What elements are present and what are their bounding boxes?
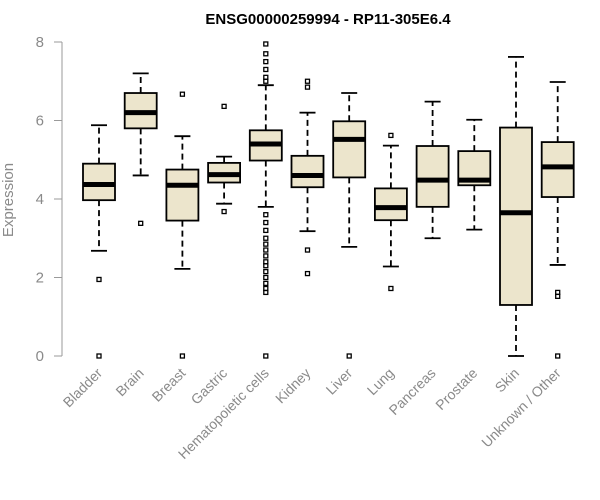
box-liver (332, 92, 367, 359)
iqr-box (290, 154, 325, 189)
outlier-point (346, 353, 352, 359)
outlier-point (388, 285, 394, 292)
outlier-point (179, 353, 186, 359)
x-tick-label-breast: Breast (149, 365, 189, 405)
chart-title: ENSG00000259994 - RP11-305E6.4 (205, 11, 451, 28)
outlier-point (179, 91, 186, 97)
outlier-point (263, 353, 269, 359)
box-kidney (290, 78, 325, 277)
outlier-point (221, 208, 227, 215)
box-bladder (82, 124, 116, 359)
outlier-point (263, 274, 269, 281)
box-brain (123, 72, 158, 226)
outlier-point (263, 78, 269, 84)
outlier-point (263, 289, 269, 296)
x-tick-label-lung: Lung (364, 365, 397, 398)
box-unknown-other (540, 81, 575, 359)
box-prostate (457, 118, 492, 231)
iqr-box (499, 126, 533, 306)
outlier-point (138, 220, 144, 226)
boxes-layer (82, 41, 575, 359)
outlier-point (304, 78, 311, 84)
outlier-point (263, 227, 269, 234)
y-tick-label-8: 8 (36, 34, 44, 51)
y-axis-label: Expression (0, 163, 17, 237)
x-tick-label-bladder: Bladder (60, 365, 106, 411)
x-tick-label-brain: Brain (112, 365, 146, 399)
iqr-box (82, 162, 116, 202)
outlier-point (263, 280, 269, 287)
y-tick-label-4: 4 (36, 191, 44, 208)
outlier-point (96, 353, 102, 359)
iqr-box (415, 145, 450, 208)
box-gastric (207, 103, 242, 215)
outlier-point (555, 353, 561, 359)
box-skin (499, 56, 533, 357)
x-tick-label-unknown-other: Unknown / Other (478, 365, 564, 451)
outlier-point (221, 103, 227, 110)
y-axis-ticks: 0 2 4 6 8 (36, 34, 62, 365)
outlier-point (263, 212, 269, 218)
outlier-point (263, 268, 269, 275)
x-tick-label-prostate: Prostate (432, 365, 480, 413)
outlier-point (263, 58, 269, 65)
box-hematopoietic-cells (248, 41, 283, 359)
iqr-box (165, 168, 200, 222)
box-pancreas (415, 100, 450, 240)
outlier-point (263, 241, 269, 247)
outlier-point (263, 66, 269, 73)
x-tick-label-liver: Liver (323, 365, 356, 398)
outlier-point (263, 51, 269, 57)
outlier-point (263, 263, 269, 269)
outlier-point (96, 276, 102, 283)
outlier-point (304, 247, 311, 253)
x-tick-label-kidney: Kidney (272, 365, 314, 407)
box-lung (373, 132, 408, 292)
x-tick-label-skin: Skin (492, 365, 523, 396)
iqr-box (332, 120, 367, 179)
outlier-point (263, 219, 269, 226)
y-tick-label-6: 6 (36, 113, 44, 130)
outlier-point (263, 247, 269, 253)
outlier-point (304, 270, 311, 277)
outlier-point (304, 84, 311, 90)
box-breast (165, 91, 200, 359)
outlier-point (555, 293, 561, 299)
y-tick-label-0: 0 (36, 348, 44, 365)
outlier-point (263, 253, 269, 259)
outlier-point (263, 235, 269, 241)
iqr-box (373, 187, 408, 222)
y-tick-label-2: 2 (36, 270, 44, 287)
outlier-point (388, 132, 394, 139)
iqr-box (540, 141, 575, 198)
outlier-point (263, 41, 269, 47)
